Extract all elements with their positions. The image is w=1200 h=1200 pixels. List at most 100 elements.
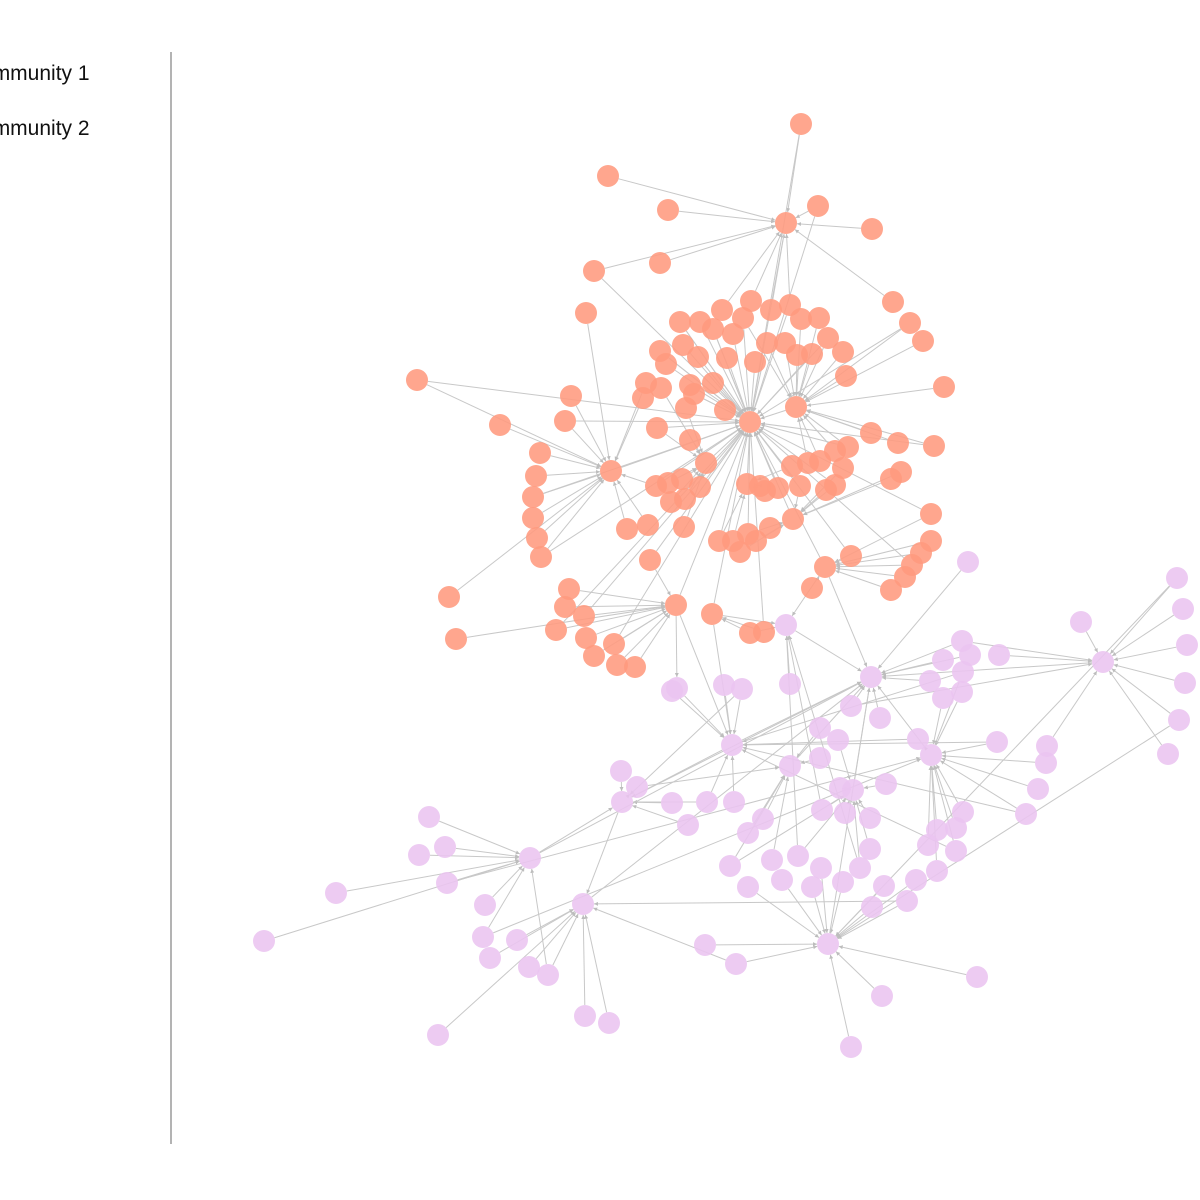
node-community-2[interactable] xyxy=(787,845,809,867)
node-community-2[interactable] xyxy=(869,707,891,729)
node-community-1[interactable] xyxy=(760,299,782,321)
node-community-1[interactable] xyxy=(736,473,758,495)
node-community-1[interactable] xyxy=(665,594,687,616)
node-community-2[interactable] xyxy=(572,893,594,915)
node-community-2[interactable] xyxy=(775,614,797,636)
node-community-1[interactable] xyxy=(573,605,595,627)
node-community-2[interactable] xyxy=(1166,567,1188,589)
node-community-1[interactable] xyxy=(808,307,830,329)
node-community-2[interactable] xyxy=(917,834,939,856)
node-community-1[interactable] xyxy=(639,549,661,571)
node-community-2[interactable] xyxy=(574,1005,596,1027)
node-community-2[interactable] xyxy=(418,806,440,828)
node-community-1[interactable] xyxy=(560,385,582,407)
node-community-2[interactable] xyxy=(840,695,862,717)
node-community-2[interactable] xyxy=(752,808,774,830)
node-community-1[interactable] xyxy=(687,346,709,368)
node-community-2[interactable] xyxy=(713,674,735,696)
node-community-1[interactable] xyxy=(894,566,916,588)
node-community-2[interactable] xyxy=(896,890,918,912)
node-community-2[interactable] xyxy=(1174,672,1196,694)
node-community-2[interactable] xyxy=(988,644,1010,666)
node-community-2[interactable] xyxy=(666,677,688,699)
node-community-2[interactable] xyxy=(474,894,496,916)
node-community-1[interactable] xyxy=(554,596,576,618)
node-community-2[interactable] xyxy=(737,876,759,898)
node-community-2[interactable] xyxy=(1036,735,1058,757)
node-community-1[interactable] xyxy=(525,465,547,487)
node-community-1[interactable] xyxy=(753,621,775,643)
node-community-1[interactable] xyxy=(880,468,902,490)
node-community-2[interactable] xyxy=(873,875,895,897)
node-community-2[interactable] xyxy=(859,838,881,860)
node-community-2[interactable] xyxy=(626,776,648,798)
node-community-2[interactable] xyxy=(719,855,741,877)
node-community-2[interactable] xyxy=(861,896,883,918)
node-community-1[interactable] xyxy=(790,308,812,330)
node-community-2[interactable] xyxy=(472,926,494,948)
node-community-1[interactable] xyxy=(646,417,668,439)
node-community-2[interactable] xyxy=(479,947,501,969)
node-community-2[interactable] xyxy=(959,644,981,666)
node-community-1[interactable] xyxy=(923,435,945,457)
node-community-1[interactable] xyxy=(759,517,781,539)
node-community-1[interactable] xyxy=(708,530,730,552)
node-community-1[interactable] xyxy=(438,586,460,608)
node-community-2[interactable] xyxy=(737,822,759,844)
node-community-2[interactable] xyxy=(932,687,954,709)
node-community-2[interactable] xyxy=(761,849,783,871)
node-community-2[interactable] xyxy=(598,1012,620,1034)
node-community-1[interactable] xyxy=(529,442,551,464)
node-community-2[interactable] xyxy=(875,773,897,795)
node-community-2[interactable] xyxy=(661,792,683,814)
node-community-2[interactable] xyxy=(1070,611,1092,633)
node-community-2[interactable] xyxy=(1176,634,1198,656)
node-community-2[interactable] xyxy=(1015,803,1037,825)
node-community-2[interactable] xyxy=(779,755,801,777)
node-community-2[interactable] xyxy=(951,681,973,703)
node-community-2[interactable] xyxy=(725,953,747,975)
node-community-1[interactable] xyxy=(583,645,605,667)
node-community-2[interactable] xyxy=(779,673,801,695)
node-community-1[interactable] xyxy=(880,579,902,601)
node-community-1[interactable] xyxy=(445,628,467,650)
node-community-1[interactable] xyxy=(714,399,736,421)
node-community-2[interactable] xyxy=(721,734,743,756)
node-community-2[interactable] xyxy=(945,840,967,862)
node-community-1[interactable] xyxy=(740,290,762,312)
node-community-1[interactable] xyxy=(406,369,428,391)
node-community-2[interactable] xyxy=(817,933,839,955)
node-community-2[interactable] xyxy=(966,966,988,988)
node-community-2[interactable] xyxy=(677,814,699,836)
node-community-2[interactable] xyxy=(427,1024,449,1046)
node-community-1[interactable] xyxy=(767,477,789,499)
node-community-2[interactable] xyxy=(611,791,633,813)
node-community-1[interactable] xyxy=(756,332,778,354)
node-community-1[interactable] xyxy=(840,545,862,567)
node-community-1[interactable] xyxy=(689,476,711,498)
node-community-1[interactable] xyxy=(785,396,807,418)
node-community-2[interactable] xyxy=(832,871,854,893)
node-community-1[interactable] xyxy=(603,633,625,655)
node-community-1[interactable] xyxy=(575,302,597,324)
node-community-2[interactable] xyxy=(945,817,967,839)
node-community-2[interactable] xyxy=(731,678,753,700)
node-community-1[interactable] xyxy=(711,299,733,321)
node-community-1[interactable] xyxy=(558,578,580,600)
node-community-1[interactable] xyxy=(632,387,654,409)
node-community-1[interactable] xyxy=(774,332,796,354)
node-community-2[interactable] xyxy=(1027,778,1049,800)
node-community-2[interactable] xyxy=(1092,651,1114,673)
node-community-2[interactable] xyxy=(849,857,871,879)
node-community-2[interactable] xyxy=(610,760,632,782)
node-community-2[interactable] xyxy=(834,802,856,824)
node-community-1[interactable] xyxy=(624,656,646,678)
node-community-1[interactable] xyxy=(526,527,548,549)
node-community-2[interactable] xyxy=(810,857,832,879)
node-community-1[interactable] xyxy=(789,475,811,497)
node-community-2[interactable] xyxy=(840,1036,862,1058)
node-community-1[interactable] xyxy=(489,414,511,436)
node-community-2[interactable] xyxy=(926,860,948,882)
node-community-2[interactable] xyxy=(408,844,430,866)
